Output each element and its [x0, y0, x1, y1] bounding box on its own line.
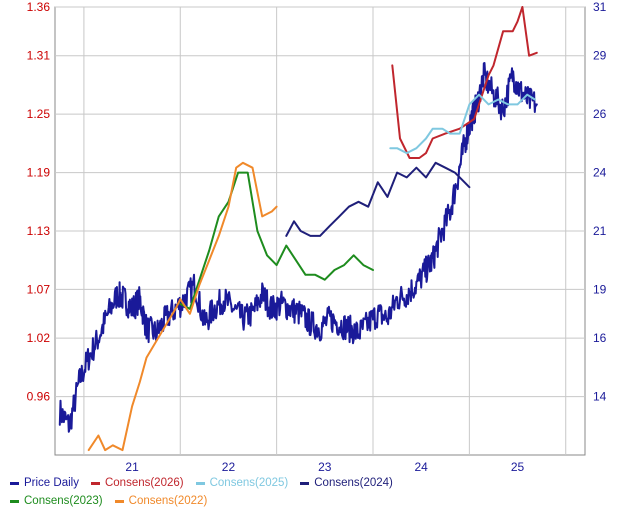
right-tick-label: 16: [593, 331, 607, 345]
left-tick-label: 1.25: [27, 107, 51, 121]
left-tick-label: 1.36: [27, 0, 51, 14]
x-tick-label: 22: [222, 460, 236, 474]
right-tick-label: 24: [593, 166, 607, 180]
x-tick-label: 23: [318, 460, 332, 474]
legend-item-consens-2026: Consens(2026): [90, 477, 184, 489]
series-line-price: [58, 62, 538, 433]
series-line-c2022: [87, 161, 278, 452]
legend-swatch-consens-2022: [114, 499, 124, 503]
legend-swatch-consens-2023: [10, 499, 19, 503]
series-line-c2024: [285, 161, 471, 237]
left-tick-label: 1.19: [27, 166, 51, 180]
legend-item-consens-2022: Consens(2022): [114, 495, 208, 507]
left-tick-label: 1.13: [27, 224, 51, 238]
legend-item-price: Price Daily: [10, 477, 79, 489]
legend-label-consens-2025: Consens(2025): [209, 477, 289, 489]
series-line-c2025: [389, 93, 536, 155]
legend-row-1: Price Daily Consens(2026) Consens(2025) …: [10, 474, 610, 492]
right-tick-label: 21: [593, 224, 607, 238]
legend-label-price: Price Daily: [24, 477, 79, 489]
legend-label-consens-2024: Consens(2024): [314, 477, 393, 489]
right-tick-label: 26: [593, 107, 607, 121]
legend-swatch-consens-2025: [195, 481, 205, 485]
legend-item-consens-2023: Consens(2023): [10, 495, 103, 507]
legend-label-consens-2026: Consens(2026): [104, 477, 184, 489]
right-tick-label: 29: [593, 49, 607, 63]
x-tick-label: 24: [415, 460, 429, 474]
legend-swatch-consens-2026: [90, 481, 100, 485]
legend: Price Daily Consens(2026) Consens(2025) …: [10, 474, 610, 514]
legend-label-consens-2023: Consens(2023): [24, 495, 103, 507]
right-tick-label: 14: [593, 390, 607, 404]
legend-swatch-price: [10, 481, 19, 485]
series-line-c2023: [179, 171, 374, 310]
left-tick-label: 0.96: [27, 390, 51, 404]
left-tick-label: 1.02: [27, 331, 51, 345]
legend-item-consens-2024: Consens(2024): [300, 477, 393, 489]
legend-label-consens-2022: Consens(2022): [128, 495, 208, 507]
right-tick-label: 19: [593, 282, 607, 296]
right-tick-label: 31: [593, 0, 607, 14]
left-tick-label: 1.31: [27, 49, 51, 63]
legend-swatch-consens-2024: [300, 481, 310, 485]
series-line-c2026: [391, 6, 538, 159]
x-tick-label: 21: [125, 460, 139, 474]
x-tick-label: 25: [511, 460, 525, 474]
left-tick-label: 1.07: [27, 282, 51, 296]
legend-item-consens-2025: Consens(2025): [195, 477, 289, 489]
chart-canvas: 0.96 14 1.02 16 1.07 19 1.13 21 1.19 24 1.25 26 1.31…: [27, 0, 607, 474]
legend-row-2: Consens(2023) Consens(2022): [10, 492, 610, 510]
